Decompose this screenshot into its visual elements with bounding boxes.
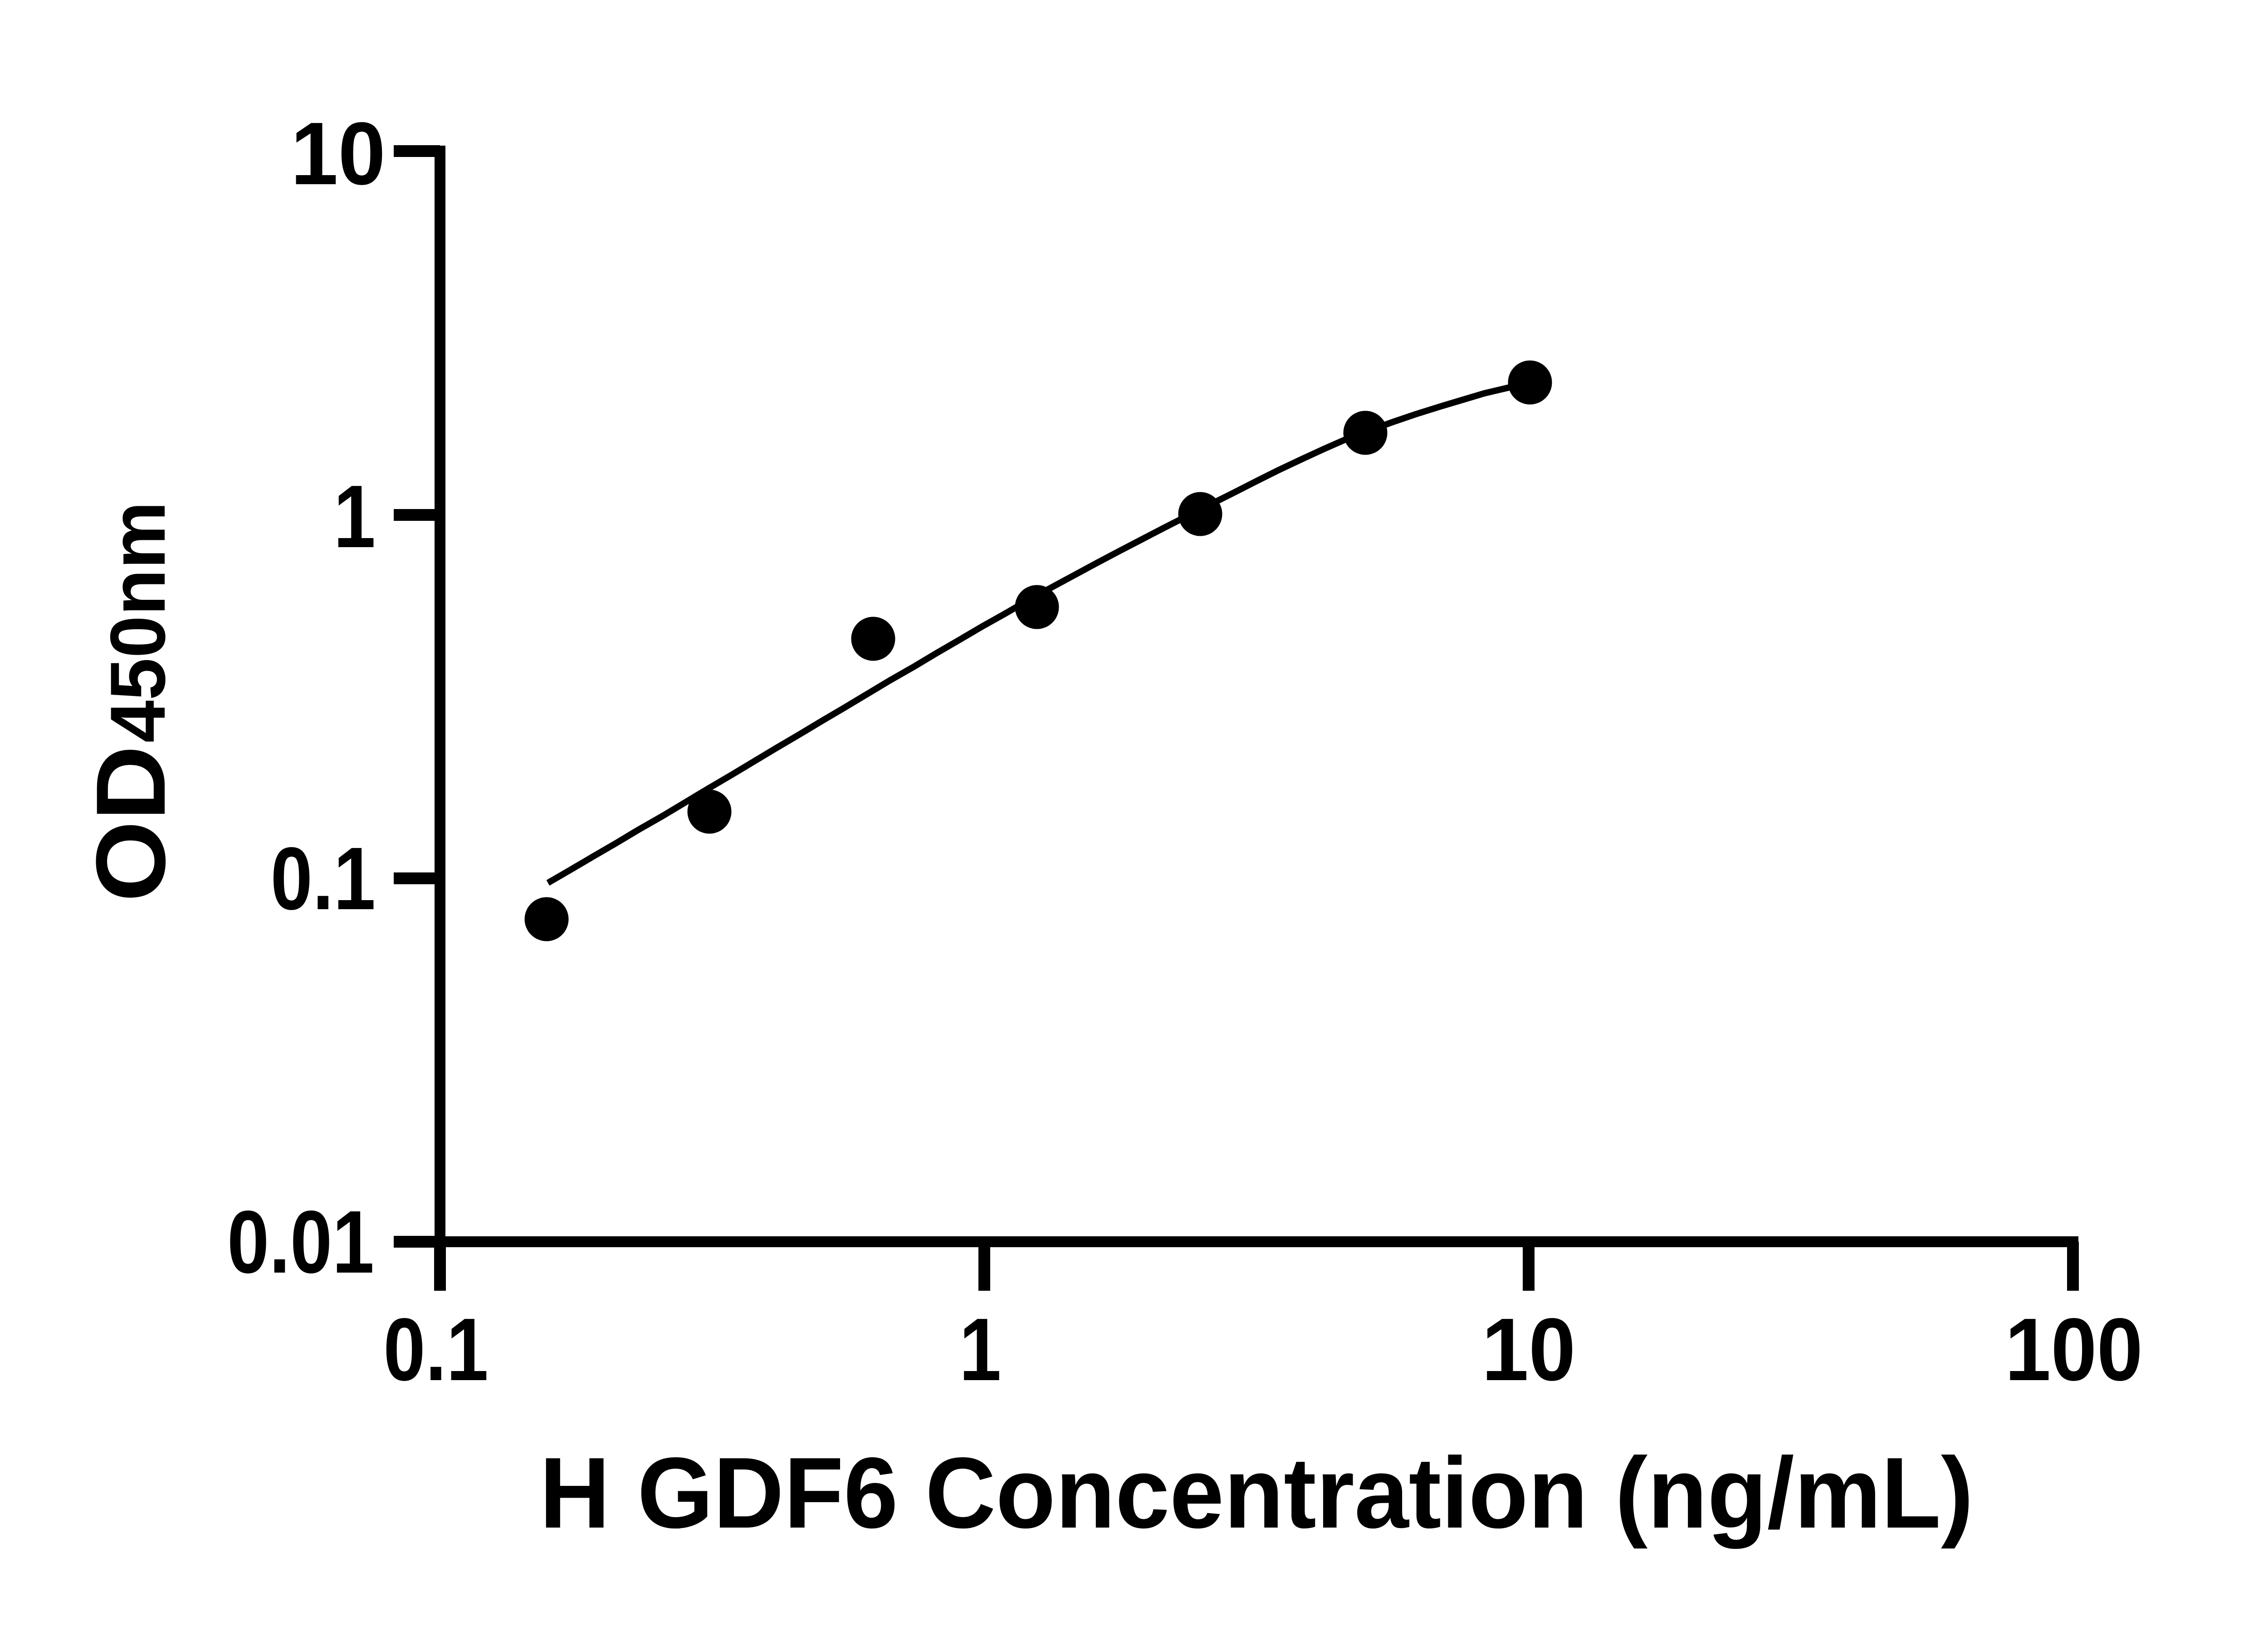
svg-text:0.1: 0.1 [383,1299,489,1399]
svg-text:100: 100 [2005,1300,2143,1400]
svg-text:10: 10 [291,103,386,203]
svg-text:450nm: 450nm [94,501,181,743]
svg-text:OD: OD [76,745,186,902]
svg-text:1: 1 [333,466,376,566]
svg-text:1: 1 [959,1299,1002,1399]
svg-text:0.1: 0.1 [270,828,376,928]
svg-text:H GDF6 Concentration (ng/mL): H GDF6 Concentration (ng/mL) [539,1437,1973,1549]
svg-text:10: 10 [1481,1300,1575,1399]
svg-text:0.01: 0.01 [227,1192,374,1292]
